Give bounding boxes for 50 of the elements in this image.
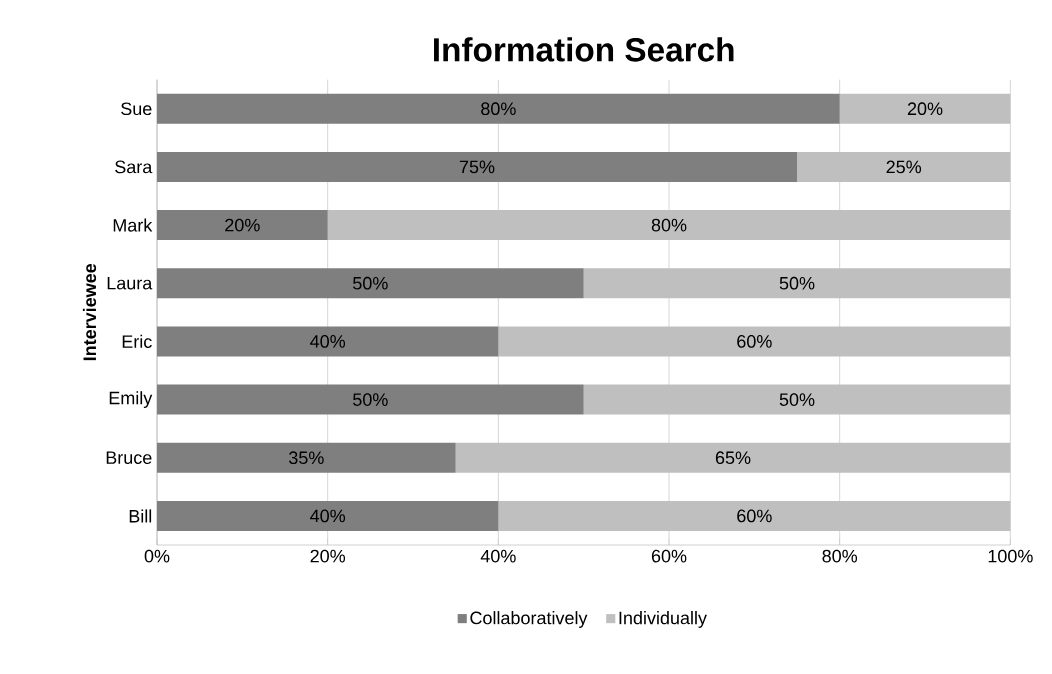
- data-label: 80%: [651, 218, 687, 232]
- y-tick-label: Sara: [115, 160, 153, 174]
- bar: [157, 384, 584, 415]
- x-tick-label: 20%: [310, 549, 346, 563]
- data-label: 60%: [737, 509, 772, 523]
- data-label: 60%: [737, 335, 772, 348]
- bar: [455, 442, 1011, 473]
- data-label: 20%: [225, 218, 260, 232]
- bar: [157, 500, 499, 531]
- data-label: 40%: [310, 335, 346, 348]
- y-tick-label: Eric: [122, 334, 152, 349]
- bar: [157, 442, 456, 473]
- legend-label: Individually: [619, 611, 707, 628]
- bar: [839, 93, 1011, 124]
- y-tick-label: Laura: [107, 276, 153, 290]
- bar: [498, 326, 1011, 357]
- bar: [797, 151, 1011, 182]
- y-tick-label: Mark: [113, 218, 153, 232]
- y-tick-label: Bruce: [106, 451, 152, 465]
- y-tick-label: Sue: [121, 102, 152, 116]
- bar: [157, 93, 840, 124]
- x-tick-label: 60%: [651, 549, 687, 563]
- x-tick-label: 100%: [988, 549, 1033, 563]
- y-tick-label: Bill: [129, 509, 152, 523]
- data-label: 50%: [353, 393, 388, 406]
- data-label: 75%: [459, 160, 495, 174]
- data-label: 50%: [779, 276, 815, 290]
- data-label: 20%: [907, 102, 943, 116]
- data-label: 25%: [886, 160, 922, 174]
- legend-label: Collaboratively: [470, 611, 588, 628]
- data-label: 35%: [289, 451, 324, 465]
- data-label: 40%: [310, 509, 346, 523]
- data-label: 80%: [481, 102, 516, 116]
- y-tick-label: Emily: [109, 391, 153, 408]
- data-label: 50%: [353, 276, 388, 290]
- bar: [583, 268, 1011, 299]
- data-label: 65%: [715, 451, 751, 465]
- bar: [157, 268, 584, 299]
- x-tick-label: 0%: [144, 549, 170, 563]
- bar: [498, 500, 1011, 531]
- bar: [327, 210, 1011, 241]
- x-tick-label: 80%: [822, 549, 858, 563]
- bar: [583, 384, 1011, 415]
- data-label: 50%: [779, 393, 815, 406]
- bar: [157, 326, 499, 357]
- bar: [157, 210, 328, 241]
- x-tick-label: 40%: [480, 549, 516, 563]
- chart-title: Information Search: [434, 37, 734, 62]
- bar: [157, 151, 798, 182]
- y-axis-title: Interviewee: [82, 263, 97, 361]
